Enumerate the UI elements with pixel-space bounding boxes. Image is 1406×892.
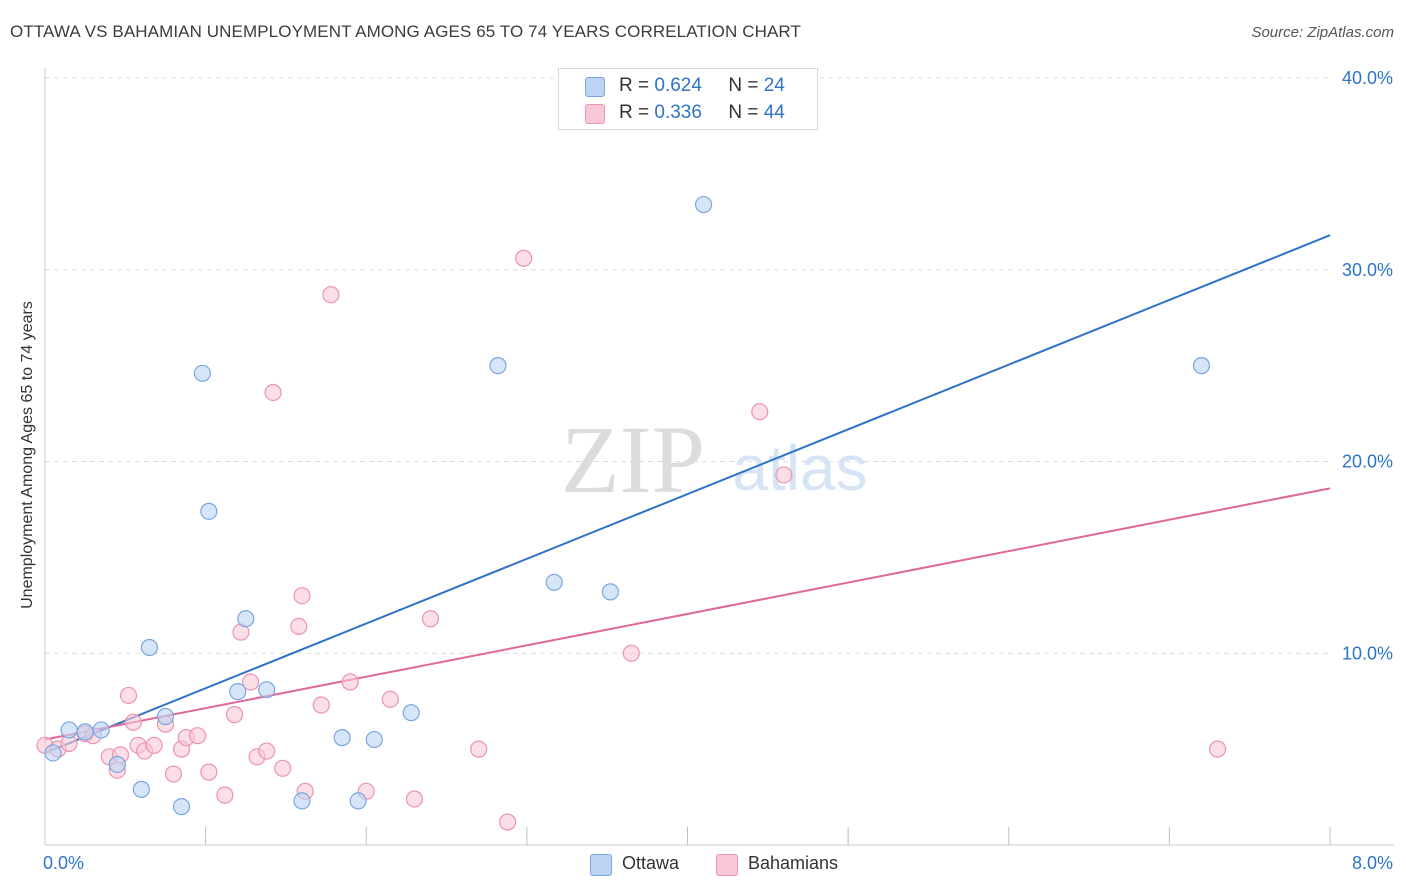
ottawa-point [229,682,247,701]
ottawa-point [108,755,126,774]
bahamians-point [264,383,282,402]
x-tick-label: 0.0% [43,853,84,873]
bahamians-point [751,403,769,421]
n-value: 44 [763,102,785,123]
bahamians-point [124,713,142,731]
bahamians-point [470,740,488,758]
ottawa-point [140,638,159,657]
ottawa-legend-swatch [590,854,612,876]
r-value: 0.336 [654,102,702,123]
ottawa-point [44,744,62,762]
bahamians-point [274,759,292,777]
x-tick-label: 8.0% [1352,853,1393,873]
legend-ottawa-stats: R = 0.624 N = 24 [619,75,785,97]
ottawa-point [92,721,110,739]
stats-legend: R = 0.624 N = 24 R = 0.336 N = 44 [558,68,818,130]
watermark-zip: ZIP [561,406,705,513]
data-points [36,195,1227,831]
bahamians-point [499,813,517,831]
ottawa-point [349,792,367,810]
ottawa-point [237,610,255,628]
r-value: 0.624 [654,75,702,96]
bahamians-legend-swatch [716,854,738,876]
ottawa-point [694,195,713,214]
bahamians-point [216,786,234,804]
bahamians-point [242,673,260,691]
y-tick-label: 10.0% [1342,643,1393,663]
gridlines [45,77,1330,654]
bahamians-point [775,466,793,484]
ottawa-legend-label: Ottawa [622,853,680,873]
y-tick-label: 30.0% [1342,260,1393,280]
chart-source: Source: ZipAtlas.com [1251,24,1394,41]
ottawa-point [601,583,620,601]
bahamians-point [119,686,138,705]
ottawa-point [193,364,212,382]
trend-lines [44,234,1331,754]
n-value: 24 [763,75,785,96]
bahamians-trend-line [44,487,1331,741]
ottawa-swatch [585,77,605,97]
bahamians-point [200,763,218,781]
bahamians-point [622,644,640,662]
ottawa-point [1192,357,1211,375]
bahamians-point [515,249,533,267]
bahamians-point [290,617,308,636]
chart-title: OTTAWA VS BAHAMIAN UNEMPLOYMENT AMONG AG… [10,22,801,41]
ottawa-point [156,707,175,726]
bahamians-point [293,587,311,605]
ottawa-point [200,502,218,520]
bahamians-point [225,706,244,724]
bahamians-point [145,736,163,754]
bahamians-swatch [585,104,605,124]
bahamians-point [341,673,359,691]
axes [44,68,1394,846]
r-label: R = [619,75,650,96]
legend-bahamians-stats: R = 0.336 N = 44 [619,102,785,124]
ottawa-point [132,780,150,798]
ottawa-point [172,798,191,816]
bahamians-point [1208,740,1227,758]
n-label: N = [728,75,759,96]
tick-labels: 10.0% 20.0% 30.0% 40.0% 0.0% 8.0% [43,68,1393,873]
y-tick-label: 20.0% [1342,452,1393,472]
ottawa-point [545,573,563,591]
bahamians-point [312,696,330,714]
ottawa-point [365,730,383,749]
r-label: R = [619,102,650,123]
bahamians-point [405,790,424,808]
y-axis-label: Unemployment Among Ages 65 to 74 years [19,301,36,609]
bahamians-legend-label: Bahamians [748,853,839,873]
ottawa-point [402,704,420,722]
bahamians-point [421,610,440,628]
n-label: N = [728,102,759,123]
ottawa-point [333,729,351,747]
bahamians-point [258,742,276,760]
bahamians-point [381,690,399,708]
bahamians-point [164,765,183,783]
ottawa-point [76,723,94,741]
ottawa-point [489,357,507,375]
watermark: ZIP atlas [561,406,868,513]
ottawa-trend-line [44,234,1331,754]
ottawa-point [293,792,311,810]
bahamians-point [322,286,340,304]
ottawa-point [258,681,276,699]
ottawa-point [60,721,78,739]
bahamians-point [188,727,207,745]
y-tick-label: 40.0% [1342,68,1393,88]
